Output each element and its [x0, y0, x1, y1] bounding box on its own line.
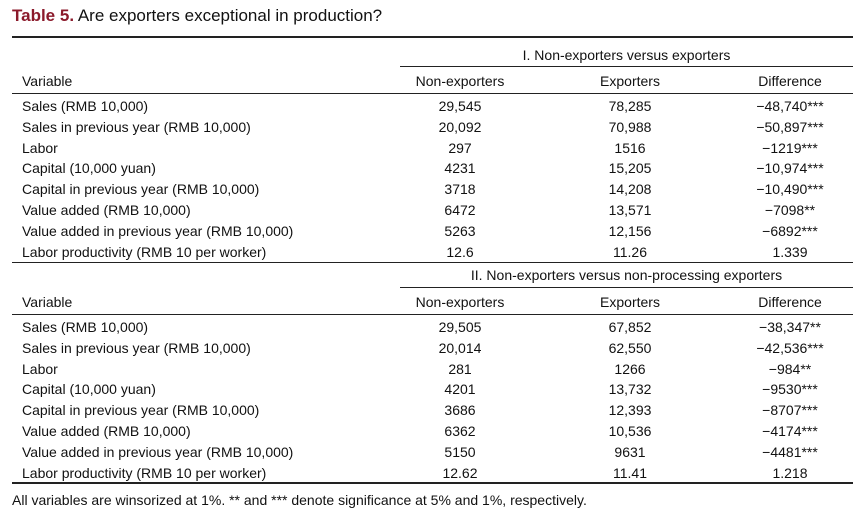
difference-cell: −4481***	[762, 443, 818, 460]
difference-cell: −6892***	[762, 222, 818, 239]
exporters-cell: 78,285	[608, 98, 652, 114]
nonexporters-cell: 6362	[444, 423, 476, 439]
exporters-cell: 14,208	[608, 181, 652, 198]
panel-2-col-difference: Difference	[758, 294, 822, 310]
nonexporters-cell: 29,505	[438, 319, 482, 335]
exporters-cell: 15,205	[608, 160, 652, 177]
nonexporters-cell: 297	[448, 139, 472, 156]
variable-cell: Capital in previous year (RMB 10,000)	[22, 402, 260, 419]
nonexporters-cell: 20,092	[438, 118, 482, 135]
panel-1-col-variable: Variable	[22, 73, 73, 89]
panel-2-heading: II. Non-exporters versus non-processing …	[470, 267, 783, 283]
difference-cell: −50,897***	[756, 118, 824, 135]
nonexporters-cell: 281	[448, 360, 472, 377]
panel-1-col-exporters: Exporters	[600, 73, 660, 89]
nonexporters-cell: 20,014	[438, 339, 482, 356]
panel-2-header-rule	[12, 314, 853, 315]
variable-cell: Sales (RMB 10,000)	[22, 98, 149, 114]
variable-cell: Sales in previous year (RMB 10,000)	[22, 339, 251, 356]
difference-cell: −38,347**	[759, 319, 821, 335]
difference-cell: −10,490***	[756, 181, 824, 198]
difference-cell: −48,740***	[756, 98, 824, 114]
panel-1-header-rule	[12, 93, 853, 94]
variable-cell: Capital (10,000 yuan)	[22, 381, 156, 398]
exporters-cell: 67,852	[608, 319, 652, 335]
exporters-cell: 1516	[614, 139, 646, 156]
nonexporters-cell: 12.62	[442, 464, 478, 481]
top-rule	[12, 36, 853, 38]
exporters-cell: 13,571	[608, 202, 652, 218]
difference-cell: −1219***	[762, 139, 818, 156]
exporters-cell: 13,732	[608, 381, 652, 398]
variable-cell: Capital (10,000 yuan)	[22, 160, 156, 177]
exporters-cell: 11.41	[613, 464, 647, 481]
variable-cell: Value added in previous year (RMB 10,000…	[22, 443, 294, 460]
nonexporters-cell: 3686	[444, 402, 476, 419]
nonexporters-cell: 4201	[444, 381, 476, 398]
difference-cell: −7098**	[764, 202, 816, 218]
variable-cell: Value added in previous year (RMB 10,000…	[22, 222, 294, 239]
panel-1-heading: I. Non-exporters versus exporters	[522, 47, 731, 63]
panel-1-col-difference: Difference	[758, 73, 822, 89]
exporters-cell: 9631	[614, 443, 646, 460]
variable-cell: Value added (RMB 10,000)	[22, 423, 191, 439]
exporters-cell: 12,156	[608, 222, 652, 239]
nonexporters-cell: 3718	[444, 181, 476, 198]
difference-cell: −984**	[768, 360, 812, 377]
exporters-cell: 11.26	[613, 243, 647, 260]
panel-2-col-exporters: Exporters	[600, 294, 660, 310]
difference-cell: −8707***	[762, 402, 818, 419]
nonexporters-cell: 6472	[444, 202, 476, 218]
panel-2-heading-rule	[400, 287, 853, 288]
variable-cell: Capital in previous year (RMB 10,000)	[22, 181, 260, 198]
variable-cell: Sales (RMB 10,000)	[22, 319, 149, 335]
panel-2-col-variable: Variable	[22, 294, 73, 310]
difference-cell: −42,536***	[756, 339, 824, 356]
variable-cell: Labor productivity (RMB 10 per worker)	[22, 243, 267, 260]
exporters-cell: 70,988	[608, 118, 652, 135]
nonexporters-cell: 29,545	[438, 98, 482, 114]
panel-2-col-nonexporters: Non-exporters	[415, 294, 505, 310]
variable-cell: Value added (RMB 10,000)	[22, 202, 191, 218]
panel-separator-rule	[12, 262, 853, 263]
table-title: Table 5. Are exporters exceptional in pr…	[12, 6, 382, 26]
table-number: Table 5.	[12, 6, 75, 25]
variable-cell: Labor	[22, 360, 58, 377]
variable-cell: Sales in previous year (RMB 10,000)	[22, 118, 251, 135]
exporters-cell: 12,393	[608, 402, 652, 419]
panel-1-col-nonexporters: Non-exporters	[415, 73, 505, 89]
footnote: All variables are winsorized at 1%. ** a…	[12, 492, 587, 508]
nonexporters-cell: 5263	[444, 222, 476, 239]
variable-cell: Labor	[22, 139, 58, 156]
exporters-cell: 1266	[614, 360, 646, 377]
nonexporters-cell: 4231	[444, 160, 476, 177]
nonexporters-cell: 12.6	[446, 243, 474, 260]
variable-cell: Labor productivity (RMB 10 per worker)	[22, 464, 267, 481]
nonexporters-cell: 5150	[444, 443, 476, 460]
exporters-cell: 62,550	[608, 339, 652, 356]
difference-cell: −10,974***	[756, 160, 824, 177]
bottom-rule	[12, 482, 853, 484]
panel-1-heading-rule	[400, 66, 853, 67]
table-caption: Are exporters exceptional in production?	[77, 6, 383, 25]
difference-cell: 1.218	[772, 464, 808, 481]
exporters-cell: 10,536	[608, 423, 652, 439]
difference-cell: −4174***	[762, 423, 818, 439]
difference-cell: −9530***	[762, 381, 818, 398]
difference-cell: 1.339	[772, 243, 808, 260]
